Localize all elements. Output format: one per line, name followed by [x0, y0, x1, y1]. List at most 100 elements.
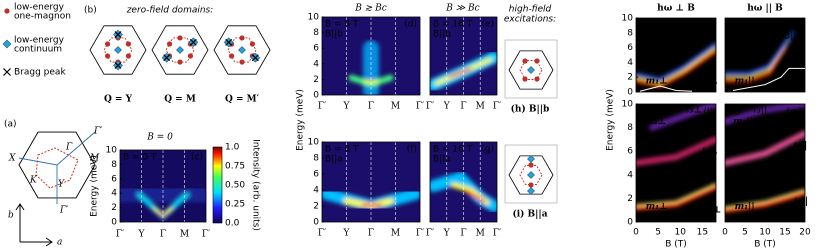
y-tick-label: 10: [622, 100, 634, 110]
bragg-cross: [189, 38, 197, 46]
y-tick-label: 10: [106, 146, 118, 156]
y-axis-label: Energy (meV): [606, 89, 616, 151]
panel-label: (l): [703, 108, 713, 118]
mode-label: m₁⊥: [646, 76, 668, 86]
continuum-diamond: [527, 155, 535, 163]
panel-label: (a): [4, 120, 17, 130]
x-tick-label: Y: [343, 102, 351, 112]
magnon-dot: [249, 41, 256, 47]
heatmap-intensity: [430, 51, 497, 91]
panel-label: (k): [790, 22, 802, 32]
heatmap-intensity: [725, 104, 805, 213]
intensity-band: [725, 130, 805, 166]
panel-title: B = 0: [146, 133, 173, 143]
panel-title: hω || B: [747, 4, 783, 14]
intensity-band: [725, 104, 805, 125]
x-tick-label: Y: [443, 229, 451, 239]
field-label: B = 16 T: [433, 145, 473, 155]
mode-label: m₁||: [735, 76, 755, 86]
y-tick-label: 2: [627, 194, 633, 204]
x-tick-label: Γ: [460, 102, 466, 112]
bz-point-label: Γ′: [93, 127, 102, 137]
hexagon: [18, 131, 96, 199]
heatmap-intensity: [725, 31, 795, 83]
intensity-band: [725, 39, 790, 79]
y-tick-label: 4: [313, 59, 319, 69]
frame: [635, 17, 717, 93]
y-axis-label: Energy (meV): [90, 155, 100, 217]
magnon-dot: [528, 162, 534, 168]
mode-label: m₁||: [735, 202, 755, 212]
y-axis-label: Energy (meV): [296, 89, 306, 151]
panel-title: excitations:: [504, 15, 556, 25]
intensity-band: [649, 104, 716, 131]
intensity-band: [725, 46, 787, 83]
frame: [119, 149, 207, 223]
y-tick-label: 8: [627, 123, 633, 133]
hexagon: [89, 25, 147, 75]
x-tick-label: 10: [759, 228, 771, 238]
continuum-diamond: [527, 187, 535, 195]
direction-label: B||a: [433, 155, 451, 165]
x-tick-label: Γ′: [493, 102, 501, 112]
panel-label: (m): [786, 108, 802, 118]
x-axis-label: B (T): [665, 240, 687, 250]
path-k: [35, 147, 79, 189]
bragg-cross: [163, 54, 171, 62]
mode-label: ℓ₂||: [793, 141, 807, 151]
x-tick-label: 5: [742, 228, 748, 238]
magnon-dot: [534, 76, 540, 82]
magnon-dot: [104, 41, 111, 47]
legend-text: Bragg peak: [14, 68, 66, 78]
mode-label: ℓ₂⊥: [702, 147, 718, 157]
bz-point-label: M: [89, 154, 100, 164]
legend-text: one-magnon: [14, 12, 71, 22]
legend-text: low-energy: [14, 36, 65, 46]
frame: [724, 103, 806, 223]
y-tick-label: 10: [308, 138, 320, 148]
continuum-diamond: [114, 46, 122, 54]
intensity-band: [448, 68, 472, 78]
x-tick-label: 0: [722, 228, 728, 238]
mode-label: m₁⊥: [646, 202, 668, 212]
path-line: [18, 131, 96, 204]
x-tick-label: Γ: [368, 229, 374, 239]
x-tick-label: Γ′: [116, 230, 124, 240]
direction-label: B||b: [695, 32, 713, 42]
intensity-band: [725, 189, 805, 209]
magnon-dot: [4, 8, 10, 14]
magnon-dot: [125, 53, 132, 59]
magnon-dot: [534, 58, 540, 64]
colorbar: [212, 146, 223, 224]
y-tick-label: 8: [627, 28, 633, 38]
direction-label: B||b: [784, 32, 802, 42]
magnon-dot: [177, 59, 183, 65]
intensity-band: [725, 190, 805, 213]
x-tick-label: Γ′: [202, 230, 210, 240]
mode-label: ℓ₁||: [791, 76, 805, 86]
y-tick-label: 6: [313, 44, 319, 54]
x-tick-label: Y: [343, 229, 351, 239]
intensity-band: [725, 31, 795, 75]
x-tick-label: Γ′: [416, 102, 424, 112]
q-label: Q = Y: [639, 32, 665, 42]
continuum-diamond: [527, 66, 535, 74]
panel-title: B ≫ Bc: [445, 4, 479, 14]
legend-text: continuum: [14, 45, 62, 55]
magnon-dot: [177, 35, 183, 41]
method-label: LSWT: [639, 22, 665, 32]
heatmap-intensity: [636, 42, 716, 88]
magnon-dot: [228, 53, 235, 59]
panel-label: (g): [481, 145, 494, 155]
method-label: LSWT: [728, 22, 754, 32]
panel-label: (b): [84, 6, 97, 16]
heatmap-intensity: [322, 188, 420, 213]
boundary-curve: [639, 85, 693, 92]
x-tick-label: 5: [655, 228, 661, 238]
frame: [429, 141, 498, 223]
field-label: B = 8 T: [325, 20, 359, 30]
x-tick-label: Γ′: [493, 229, 501, 239]
axis-label: b: [8, 211, 14, 221]
y-tick-label: 4: [111, 189, 117, 199]
y-tick-label: 4: [627, 170, 633, 180]
